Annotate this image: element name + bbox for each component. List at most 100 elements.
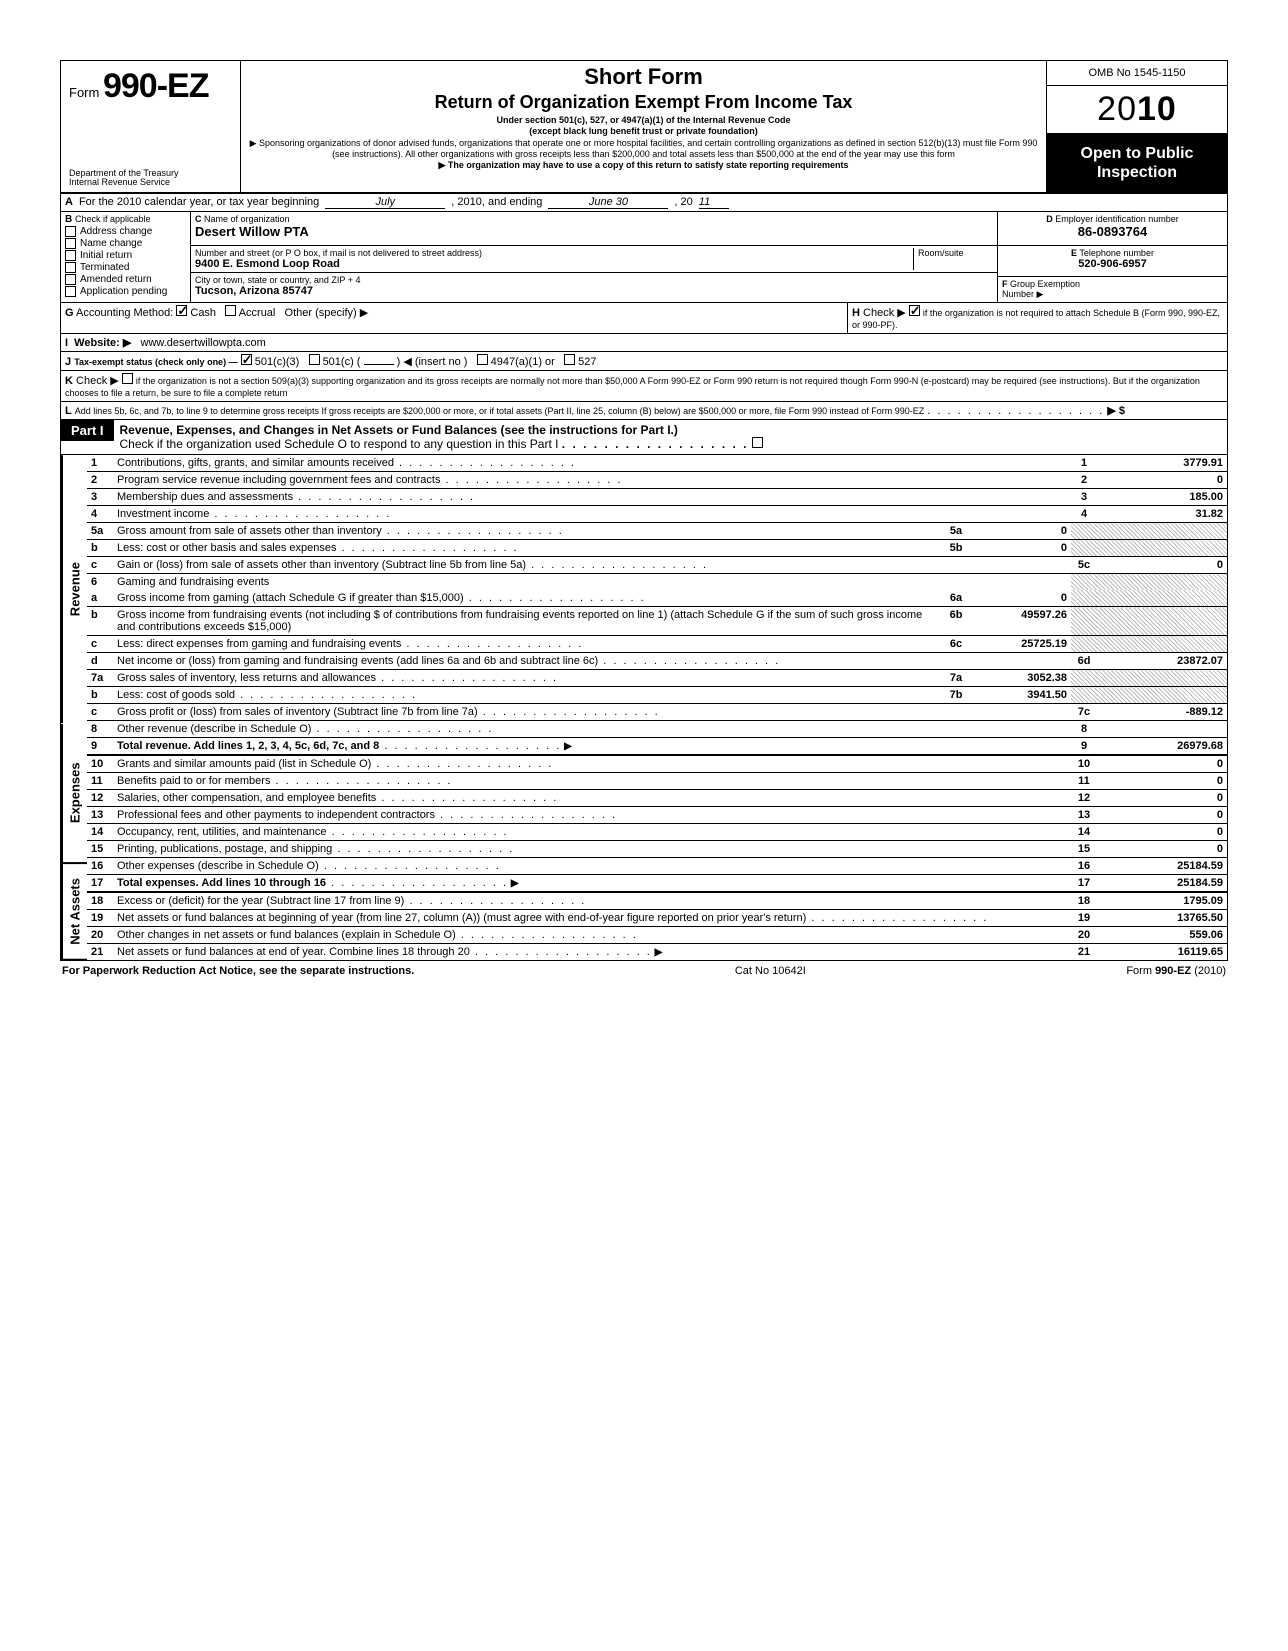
chk-h[interactable] (909, 305, 920, 316)
line-6b: b Gross income from fundraising events (… (87, 607, 1227, 636)
chk-name-change[interactable]: Name change (65, 238, 186, 249)
line-14: 14Occupancy, rent, utilities, and mainte… (87, 824, 1227, 841)
chk-address-change[interactable]: Address change (65, 226, 186, 237)
f-label2: Number ▶ (1002, 289, 1223, 300)
tab-expenses: Expenses (61, 724, 87, 864)
tab-netassets: Net Assets (61, 864, 87, 961)
dept-block: Department of the Treasury Internal Reve… (69, 169, 232, 189)
line-8: 8 Other revenue (describe in Schedule O)… (87, 721, 1227, 738)
vertical-tabs: Revenue Expenses Net Assets (61, 455, 87, 960)
header-left: Form 990-EZ Department of the Treasury I… (61, 61, 241, 192)
b-label: Check if applicable (75, 214, 151, 224)
footer-right: Form 990-EZ (2010) (1126, 965, 1226, 977)
line-15: 15Printing, publications, postage, and s… (87, 841, 1227, 858)
part-i-body: Revenue Expenses Net Assets 1 Contributi… (61, 455, 1227, 960)
footer-left: For Paperwork Reduction Act Notice, see … (62, 965, 414, 977)
entity-block: B Check if applicable Address change Nam… (61, 212, 1227, 303)
org-city: Tucson, Arizona 85747 (195, 285, 993, 297)
line-5c: c Gain or (loss) from sale of assets oth… (87, 557, 1227, 574)
h-text2: if the organization is not required to a… (852, 308, 1220, 330)
line-9: 9 Total revenue. Add lines 1, 2, 3, 4, 5… (87, 738, 1227, 756)
line-6c: c Less: direct expenses from gaming and … (87, 636, 1227, 653)
title-return: Return of Organization Exempt From Incom… (247, 91, 1040, 114)
footer-mid: Cat No 10642I (735, 965, 806, 977)
line-5b: b Less: cost or other basis and sales ex… (87, 540, 1227, 557)
lines-container: 1 Contributions, gifts, grants, and simi… (87, 455, 1227, 960)
l-arrow: ▶ $ (1107, 405, 1125, 417)
subtitle-3: ▶ Sponsoring organizations of donor advi… (247, 138, 1040, 161)
line-6a: a Gross income from gaming (attach Sched… (87, 590, 1227, 607)
line-21: 21Net assets or fund balances at end of … (87, 944, 1227, 961)
tax-year: 2010 (1047, 86, 1227, 134)
chk-schedule-o[interactable] (752, 437, 763, 448)
title-short-form: Short Form (247, 63, 1040, 91)
subtitle-4: ▶ The organization may have to use a cop… (247, 160, 1040, 171)
line-3: 3 Membership dues and assessments 3185.0… (87, 489, 1227, 506)
line-10: 10Grants and similar amounts paid (list … (87, 755, 1227, 773)
chk-501c[interactable] (309, 354, 320, 365)
line-a-yr: , 20 (674, 196, 692, 208)
form-number-block: Form 990-EZ (69, 67, 232, 106)
line-16: 16Other expenses (describe in Schedule O… (87, 858, 1227, 875)
year-prefix: 20 (1097, 90, 1137, 128)
i-label: Website: ▶ (74, 337, 131, 349)
line-17: 17Total expenses. Add lines 10 through 1… (87, 875, 1227, 893)
header-mid: Short Form Return of Organization Exempt… (241, 61, 1047, 192)
line-a-mid: , 2010, and ending (451, 196, 542, 208)
phone-value: 520-906-6957 (1002, 258, 1223, 270)
line-5a: 5a Gross amount from sale of assets othe… (87, 523, 1227, 540)
year-end2[interactable]: 11 (699, 196, 729, 209)
dept-line2: Internal Revenue Service (69, 178, 232, 188)
line-6: 6 Gaming and fundraising events (87, 574, 1227, 591)
omb-number: OMB No 1545-1150 (1047, 61, 1227, 86)
ein-value: 86-0893764 (1002, 224, 1223, 239)
form-prefix: Form (69, 85, 99, 100)
h-text1: Check ▶ (863, 307, 906, 319)
line-1: 1 Contributions, gifts, grants, and simi… (87, 455, 1227, 472)
header-right: OMB No 1545-1150 2010 Open to Public Ins… (1047, 61, 1227, 192)
chk-accrual[interactable] (225, 305, 236, 316)
g-label640: Accounting Method: (76, 307, 173, 319)
line-k: K Check ▶ if the organization is not a s… (61, 371, 1227, 402)
part-i-label: Part I (61, 420, 114, 441)
part-i-title: Revenue, Expenses, and Changes in Net As… (114, 420, 1227, 454)
chk-initial-return[interactable]: Initial return (65, 250, 186, 261)
chk-cash[interactable] (176, 305, 187, 316)
subtitle-1: Under section 501(c), 527, or 4947(a)(1)… (247, 115, 1040, 126)
open-line1: Open to Public (1051, 144, 1223, 163)
lines-table: 1 Contributions, gifts, grants, and simi… (87, 455, 1227, 960)
city-label: City or town, state or country, and ZIP … (195, 275, 993, 285)
subtitle-2: (except black lung benefit trust or priv… (247, 126, 1040, 137)
tab-revenue: Revenue (61, 455, 87, 723)
line-a: A For the 2010 calendar year, or tax yea… (61, 194, 1227, 212)
chk-amended-return[interactable]: Amended return (65, 274, 186, 285)
form-header: Form 990-EZ Department of the Treasury I… (61, 61, 1227, 194)
chk-501c3[interactable] (241, 354, 252, 365)
k-text: if the organization is not a section 509… (65, 376, 1200, 398)
line-7c: c Gross profit or (loss) from sales of i… (87, 704, 1227, 721)
addr-label: Number and street (or P O box, if mail i… (195, 248, 913, 258)
line-6d: d Net income or (loss) from gaming and f… (87, 653, 1227, 670)
line-20: 20Other changes in net assets or fund ba… (87, 927, 1227, 944)
line-2: 2 Program service revenue including gove… (87, 472, 1227, 489)
chk-527[interactable] (564, 354, 575, 365)
open-line2: Inspection (1051, 163, 1223, 182)
chk-application-pending[interactable]: Application pending (65, 286, 186, 297)
chk-terminated[interactable]: Terminated (65, 262, 186, 273)
year-end[interactable]: June 30 (548, 196, 668, 209)
chk-4947[interactable] (477, 354, 488, 365)
line-7a: 7a Gross sales of inventory, less return… (87, 670, 1227, 687)
line-11: 11Benefits paid to or for members110 (87, 773, 1227, 790)
form-990ez: Form 990-EZ Department of the Treasury I… (60, 60, 1228, 961)
chk-k[interactable] (122, 373, 133, 384)
e-label: Telephone number (1079, 248, 1154, 258)
page-footer: For Paperwork Reduction Act Notice, see … (60, 961, 1228, 981)
year-suffix: 10 (1137, 90, 1177, 128)
line-12: 12Salaries, other compensation, and empl… (87, 790, 1227, 807)
line-4: 4 Investment income 431.82 (87, 506, 1227, 523)
j-label: Tax-exempt status (check only one) — (74, 357, 237, 367)
d-label: Employer identification number (1055, 214, 1179, 224)
col-c-org: C Name of organization Desert Willow PTA… (191, 212, 997, 302)
line-7b: b Less: cost of goods sold 7b3941.50 (87, 687, 1227, 704)
year-begin[interactable]: July (325, 196, 445, 209)
